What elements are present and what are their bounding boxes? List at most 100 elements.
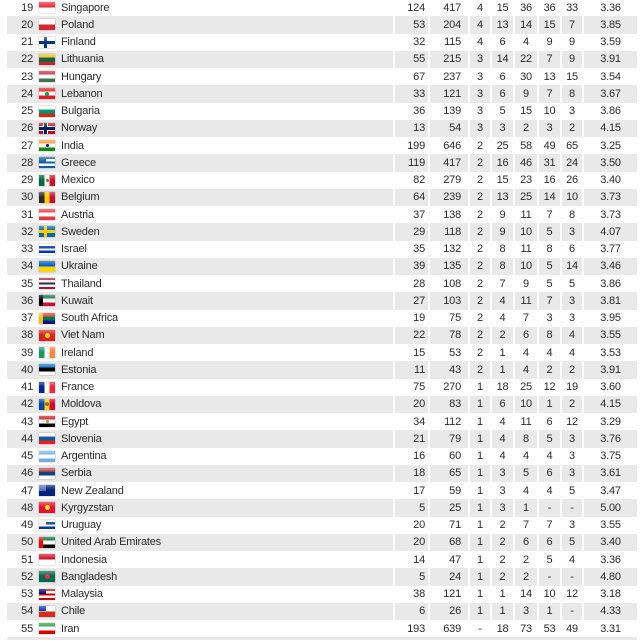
- stat-cell: 16: [537, 171, 560, 189]
- table-row: 50 United Arab Emirates 20 68 1 2 6 6 5 3.40: [7, 533, 637, 551]
- stat-cell: 6: [537, 533, 560, 551]
- stat-cell: 132: [428, 240, 468, 258]
- stat-cell: 23: [513, 171, 537, 189]
- table-row: 19 Singapore 124 417 4 15 36 36 33 3.36: [7, 0, 637, 17]
- stat-cell: 25: [513, 188, 537, 206]
- country-name: Bangladesh: [61, 570, 118, 583]
- stat-cell: 2: [560, 119, 582, 137]
- stat-cell: 27: [393, 292, 428, 310]
- row-spacer: [102, 430, 393, 447]
- country-name: Belgium: [61, 191, 100, 204]
- stat-cell: 53: [428, 344, 468, 362]
- stat-cell: 3.53: [582, 344, 637, 362]
- stat-cell: 3.40: [582, 171, 637, 189]
- stat-cell: 75: [428, 309, 468, 327]
- stat-cell: -: [560, 499, 582, 517]
- stat-cell: 60: [428, 447, 468, 465]
- country-name: Norway: [61, 122, 98, 135]
- stat-cell: 49: [537, 137, 560, 155]
- stat-cell: 25: [490, 137, 513, 155]
- stat-cell: 112: [428, 413, 468, 431]
- flag-gloss: [39, 36, 55, 42]
- stat-cell: 1: [468, 585, 490, 603]
- stat-cell: 6: [490, 33, 513, 51]
- stat-cell: 4: [537, 482, 560, 500]
- flag-icon-malaysia: [39, 588, 55, 600]
- stat-cell: 3: [537, 309, 560, 327]
- stat-cell: 139: [428, 102, 468, 120]
- rank-number: 51: [21, 553, 33, 566]
- row-spacer: [102, 275, 393, 292]
- stat-cell: 2: [513, 119, 537, 137]
- stat-cell: 2: [468, 361, 490, 379]
- country-name: Greece: [61, 156, 96, 169]
- flag-gloss: [39, 398, 55, 404]
- stat-cell: 11: [513, 292, 537, 310]
- country-name: Hungary: [61, 70, 102, 83]
- stat-cell: 2: [468, 257, 490, 275]
- stat-cell: 36: [513, 0, 537, 17]
- stat-cell: 2: [490, 568, 513, 586]
- rank-number: 48: [21, 501, 33, 514]
- table-row: 37 South Africa 19 75 2 4 7 3 3 3.95: [7, 309, 637, 327]
- flag-gloss: [39, 502, 55, 508]
- stat-cell: 53: [537, 620, 560, 638]
- stat-cell: 3.76: [582, 430, 637, 448]
- country-name: Ireland: [61, 346, 94, 359]
- flag-icon-singapore: [39, 2, 55, 14]
- stat-cell: 2: [468, 309, 490, 327]
- stat-cell: 1: [468, 533, 490, 551]
- stat-cell: 10: [537, 585, 560, 603]
- flag-icon-viet-nam: [39, 329, 55, 341]
- table-row: 41 France 75 270 1 18 25 12 19 3.60: [7, 378, 637, 396]
- flag-gloss: [39, 571, 55, 577]
- stat-cell: 5: [537, 275, 560, 293]
- stat-cell: 4: [513, 447, 537, 465]
- flag-hoist-band: [39, 536, 43, 548]
- stat-cell: 20: [393, 533, 428, 551]
- stat-cell: 3.31: [582, 620, 637, 638]
- stat-cell: 13: [393, 119, 428, 137]
- stat-cell: 2: [513, 551, 537, 569]
- stat-cell: 3: [490, 464, 513, 482]
- stat-cell: 417: [428, 154, 468, 172]
- stat-cell: 18: [490, 620, 513, 638]
- stat-cell: 1: [468, 378, 490, 396]
- country-name: Thailand: [61, 277, 102, 290]
- stat-cell: 135: [428, 257, 468, 275]
- flag-canton: [39, 485, 46, 491]
- stat-cell: 5: [537, 551, 560, 569]
- rank-number: 36: [21, 294, 33, 307]
- rank-number: 42: [21, 398, 33, 411]
- flag-icon-belgium: [39, 191, 55, 203]
- stat-cell: 53: [393, 16, 428, 34]
- stat-cell: 103: [428, 292, 468, 310]
- stat-cell: 47: [428, 551, 468, 569]
- flag-icon-india: [39, 140, 55, 152]
- stat-cell: 10: [513, 257, 537, 275]
- stat-cell: 11: [513, 413, 537, 431]
- flag-gloss: [39, 519, 55, 525]
- stat-cell: 3: [560, 102, 582, 120]
- rank-number: 25: [21, 105, 33, 118]
- stat-cell: 2: [468, 326, 490, 344]
- country-name: Singapore: [61, 1, 110, 14]
- stat-cell: 34: [393, 413, 428, 431]
- stat-cell: 22: [393, 326, 428, 344]
- stat-cell: 8: [560, 85, 582, 103]
- stat-cell: 14: [537, 188, 560, 206]
- flag-gloss: [39, 536, 55, 542]
- table-row: 25 Bulgaria 36 139 3 5 15 10 3 3.86: [7, 102, 637, 120]
- stat-cell: 2: [468, 137, 490, 155]
- rank-number: 26: [21, 122, 33, 135]
- stat-cell: 3: [560, 447, 582, 465]
- stat-cell: 10: [537, 102, 560, 120]
- table-row: 23 Hungary 67 237 3 6 30 13 15 3.54: [7, 68, 637, 86]
- stat-cell: 16: [393, 447, 428, 465]
- table-row: 38 Viet Nam 22 78 2 2 6 8 4 3.55: [7, 326, 637, 344]
- stat-cell: 2: [490, 326, 513, 344]
- stat-cell: 4: [513, 482, 537, 500]
- stat-cell: 7: [537, 516, 560, 534]
- flag-icon-south-africa: [39, 312, 55, 324]
- stat-cell: 12: [537, 378, 560, 396]
